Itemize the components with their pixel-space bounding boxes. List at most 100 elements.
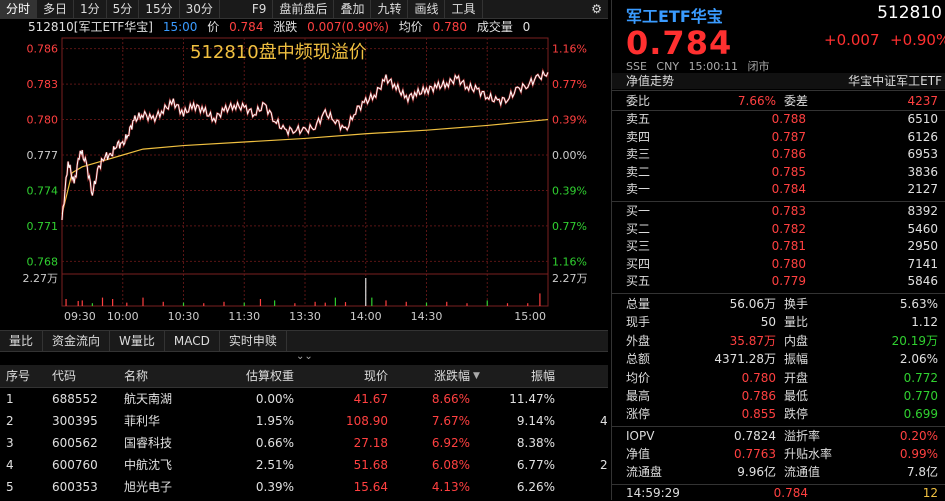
toolbar-item[interactable]: 30分 bbox=[180, 0, 220, 18]
level-volume: 5460 bbox=[907, 221, 938, 236]
x-tick-label: 09:30 bbox=[64, 310, 96, 323]
y-right-tick-label: 1.16% bbox=[552, 255, 587, 268]
toolbar-item[interactable]: 画线 bbox=[408, 0, 446, 18]
toolbar-item[interactable]: 多日 bbox=[37, 0, 75, 18]
level-price: 0.787 bbox=[771, 129, 806, 144]
stat-label: 现手 bbox=[626, 315, 651, 330]
level-label: 卖二 bbox=[626, 164, 651, 179]
toolbar-item[interactable]: 5分 bbox=[107, 0, 140, 18]
asks-level[interactable]: 卖四 0.787 6126 bbox=[612, 129, 945, 145]
y-right-tick-label: 0.77% bbox=[552, 78, 587, 91]
stat-value: 0.786 bbox=[741, 389, 776, 403]
col-weight[interactable]: 估算权重 bbox=[245, 369, 294, 383]
stat-row: 涨停 0.855 跌停 0.699 bbox=[612, 406, 945, 422]
indicator-tab[interactable]: 资金流向 bbox=[43, 331, 111, 351]
level-label: 买一 bbox=[626, 204, 651, 218]
bid-book: 买一 0.783 8392 买二 0.782 5460 买三 0.781 2950 买四 0.780… bbox=[612, 203, 945, 291]
weibi-label: 委比 bbox=[626, 94, 651, 108]
price-value: 0.784 bbox=[229, 20, 264, 34]
price-line-shadow bbox=[60, 67, 550, 221]
col-code[interactable]: 代码 bbox=[52, 369, 77, 383]
price-line bbox=[61, 69, 549, 221]
col-price[interactable]: 现价 bbox=[363, 369, 388, 383]
level-label: 卖五 bbox=[626, 112, 651, 126]
cell-code: 600760 bbox=[52, 458, 98, 472]
toolbar-item[interactable]: F9 bbox=[246, 0, 274, 18]
cell-name: 旭光电子 bbox=[124, 480, 173, 494]
market-status: 闭市 bbox=[747, 60, 770, 73]
tick-volume: 12 bbox=[922, 486, 938, 500]
stat-value: 1.12 bbox=[911, 315, 938, 330]
y-right-tick-label: 0.77% bbox=[552, 220, 587, 233]
y-tick-label: 0.777 bbox=[27, 149, 59, 162]
table-row[interactable]: 4 600760 中航沈飞 2.51% 51.68 6.08% 6.77% 2 bbox=[0, 454, 608, 476]
stat-value: 0.855 bbox=[741, 407, 776, 422]
asks-level[interactable]: 卖三 0.786 6953 bbox=[612, 146, 945, 162]
sort-desc-icon[interactable]: ▼ bbox=[473, 371, 480, 381]
bids-level[interactable]: 买一 0.783 8392 bbox=[612, 203, 945, 219]
table-row[interactable]: 5 600353 旭光电子 0.39% 15.64 4.13% 6.26% bbox=[0, 476, 608, 498]
cell-extra: 4 bbox=[600, 414, 608, 428]
bids-level[interactable]: 买五 0.779 5846 bbox=[612, 273, 945, 289]
stat-label: 总额 bbox=[626, 352, 651, 367]
avg-price-line bbox=[61, 118, 549, 215]
weibi-value: 7.66% bbox=[737, 94, 776, 108]
col-change-pct[interactable]: 涨跌幅 bbox=[433, 369, 470, 383]
stat-label: 净值 bbox=[626, 447, 651, 461]
toolbar-gap bbox=[220, 0, 246, 18]
toolbar-item[interactable]: 分时 bbox=[0, 0, 38, 18]
y-tick-label: 0.771 bbox=[27, 220, 59, 233]
stat-value: 2.06% bbox=[899, 352, 938, 367]
cell-code: 688552 bbox=[52, 392, 98, 406]
intraday-chart[interactable]: 0.786 1.16% 0.783 0.77% 0.780 0.39% 0.777 0.00%… bbox=[0, 34, 608, 330]
level-volume: 6126 bbox=[907, 129, 938, 144]
toolbar-item[interactable]: 工具 bbox=[445, 0, 483, 18]
weicha-value: 4237 bbox=[907, 94, 938, 108]
security-code: 512810 bbox=[877, 3, 942, 23]
cell-chg: 7.67% bbox=[431, 414, 470, 428]
bids-level[interactable]: 买二 0.782 5460 bbox=[612, 221, 945, 237]
ask-book: 卖五 0.788 6510 卖四 0.787 6126 卖三 0.786 6953 卖二 0.785… bbox=[612, 111, 945, 199]
indicator-tab[interactable]: 量比 bbox=[0, 331, 44, 351]
bids-level[interactable]: 买四 0.780 7141 bbox=[612, 256, 945, 272]
stat-value: 7.8亿 bbox=[906, 465, 938, 479]
toolbar-item[interactable]: 九转 bbox=[371, 0, 409, 18]
asks-level[interactable]: 卖二 0.785 3836 bbox=[612, 164, 945, 180]
col-index[interactable]: 序号 bbox=[6, 369, 31, 383]
volume-tick-left: 2.27万 bbox=[23, 272, 59, 285]
toolbar-item[interactable]: 叠加 bbox=[334, 0, 372, 18]
indicator-tab[interactable]: MACD bbox=[165, 331, 220, 351]
toolbar-item[interactable]: 1分 bbox=[74, 0, 107, 18]
indicator-tab[interactable]: 实时申赎 bbox=[220, 331, 287, 351]
asks-level[interactable]: 卖一 0.784 2127 bbox=[612, 181, 945, 197]
stat-label: 升贴水率 bbox=[784, 447, 833, 461]
cell-weight: 0.66% bbox=[255, 436, 294, 450]
stat-value: 0.772 bbox=[903, 370, 938, 385]
col-amplitude[interactable]: 振幅 bbox=[530, 369, 555, 383]
stat-value: 0.699 bbox=[903, 407, 938, 422]
level-price: 0.786 bbox=[771, 147, 806, 161]
stat-value: 0.99% bbox=[899, 447, 938, 461]
indicator-tab[interactable]: W量比 bbox=[110, 331, 165, 351]
cell-name: 航天南湖 bbox=[124, 392, 173, 406]
stat-value: 4371.28万 bbox=[714, 352, 776, 367]
table-row[interactable]: 1 688552 航天南湖 0.00% 41.67 8.66% 11.47% bbox=[0, 388, 608, 410]
asks-level[interactable]: 卖五 0.788 6510 bbox=[612, 111, 945, 127]
gear-icon[interactable]: ⚙ bbox=[591, 2, 602, 16]
level-label: 卖三 bbox=[626, 147, 651, 161]
double-chevron-down-icon[interactable]: ⌄⌄ bbox=[296, 351, 313, 362]
bids-level[interactable]: 买三 0.781 2950 bbox=[612, 238, 945, 254]
x-tick-label: 14:00 bbox=[350, 310, 382, 323]
nav-trend-row[interactable]: 净值走势 华宝中证军工ETF bbox=[612, 73, 945, 89]
col-name[interactable]: 名称 bbox=[124, 369, 149, 383]
cell-price: 27.18 bbox=[353, 436, 388, 450]
fund-stats-block: IOPV 0.7824 溢折率 0.20% 净值 0.7763 升贴水率 0.99% 流通盘 9.… bbox=[612, 428, 945, 482]
cell-amp: 6.77% bbox=[516, 458, 555, 472]
toolbar-item[interactable]: 盘前盘后 bbox=[273, 0, 335, 18]
table-row[interactable]: 3 600562 国睿科技 0.66% 27.18 6.92% 8.38% bbox=[0, 432, 608, 454]
toolbar-item[interactable]: 15分 bbox=[139, 0, 180, 18]
y-tick-label: 0.768 bbox=[27, 255, 59, 268]
cell-idx: 1 bbox=[6, 392, 14, 406]
table-row[interactable]: 2 300395 菲利华 1.95% 108.90 7.67% 9.14% 4 bbox=[0, 410, 608, 432]
cursor-time: 15:00 bbox=[162, 20, 198, 34]
